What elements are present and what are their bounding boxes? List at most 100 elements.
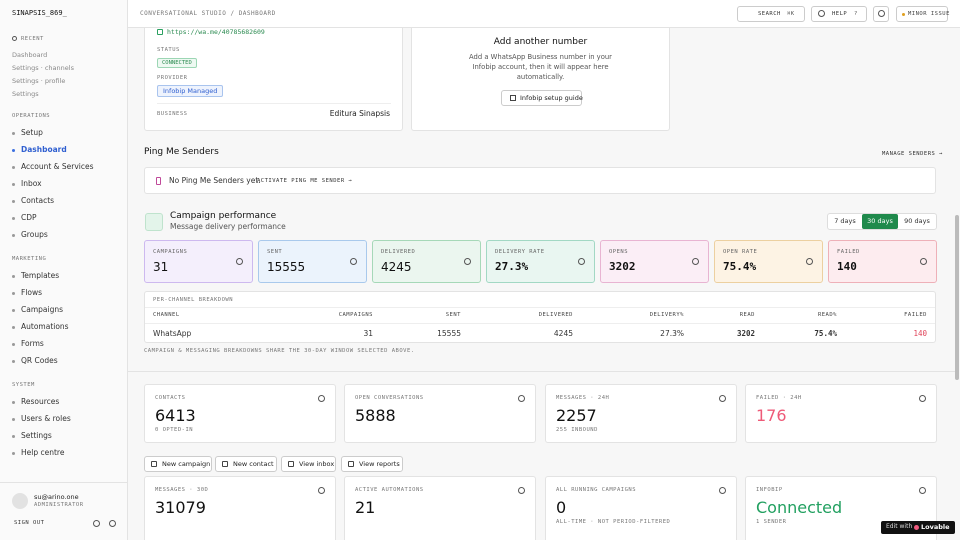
- nav-link[interactable]: Inbox: [21, 179, 42, 188]
- stat-icon: [318, 487, 325, 494]
- theme-toggle[interactable]: [873, 6, 889, 22]
- nav-link[interactable]: Setup: [21, 128, 43, 137]
- action-button[interactable]: New contact: [215, 456, 277, 472]
- nav-dot: [12, 183, 15, 186]
- nav-link[interactable]: Groups: [21, 230, 48, 239]
- nav-dot: [12, 401, 15, 404]
- stat-card: CONTACTS 6413 0 OPTED-IN: [144, 384, 336, 443]
- nav-dot: [12, 326, 15, 329]
- nav-link[interactable]: Campaigns: [21, 305, 64, 314]
- sign-out[interactable]: SIGN OUT: [14, 520, 45, 526]
- nav-dot: [12, 309, 15, 312]
- lovable-badge[interactable]: Edit with Lovable: [881, 521, 955, 534]
- nav-dot: [12, 275, 15, 278]
- nav-link[interactable]: Account & Services: [21, 162, 94, 171]
- nav-link[interactable]: Templates: [21, 271, 60, 280]
- status-badge: CONNECTED: [157, 58, 197, 68]
- section-label: SYSTEM: [12, 382, 35, 388]
- manage-link[interactable]: MANAGE SENDERS →: [882, 151, 943, 157]
- kpi-value: 3202: [609, 260, 636, 273]
- kpi-label: DELIVERY RATE: [495, 249, 545, 255]
- nav-link[interactable]: Contacts: [21, 196, 55, 205]
- stat-value: 6413: [155, 406, 196, 425]
- column-header: READ: [739, 312, 755, 318]
- kpi-icon: [350, 258, 357, 265]
- nav-dot: [12, 343, 15, 346]
- action-label: New contact: [233, 460, 274, 468]
- recent-link[interactable]: Dashboard: [12, 51, 48, 59]
- stat-label: INFOBIP: [756, 487, 783, 493]
- range-button[interactable]: 90 days: [904, 217, 930, 225]
- badge-text: Edit with: [886, 523, 913, 530]
- nav-dot: [12, 452, 15, 455]
- kpi-label: SENT: [267, 249, 283, 255]
- nav-link[interactable]: Users & roles: [21, 414, 71, 423]
- recent-link[interactable]: Settings: [12, 90, 39, 98]
- stat-card: ACTIVE AUTOMATIONS 21: [344, 476, 536, 540]
- stat-value: Connected: [756, 498, 843, 517]
- action-button[interactable]: View reports: [341, 456, 403, 472]
- nav-link[interactable]: Dashboard: [21, 145, 67, 154]
- table-cell: 75.4%: [814, 329, 837, 338]
- nav-link[interactable]: Automations: [21, 322, 69, 331]
- stat-value: 31079: [155, 498, 206, 517]
- stat-value: 21: [355, 498, 376, 517]
- kpi-label: DELIVERED: [381, 249, 416, 255]
- stat-card: OPEN CONVERSATIONS 5888: [344, 384, 536, 443]
- section-title: Ping Me Senders: [144, 147, 219, 157]
- nav-dot: [12, 360, 15, 363]
- provider-badge: Infobip Managed: [157, 85, 224, 97]
- search-button[interactable]: SEARCH ⌘K: [737, 6, 805, 22]
- kpi-value: 4245: [381, 260, 412, 274]
- recent-link[interactable]: Settings · channels: [12, 64, 74, 72]
- stat-value: 5888: [355, 406, 396, 425]
- add-number-card: Add another number Add a WhatsApp Busines…: [411, 14, 670, 131]
- link-icon: [157, 29, 163, 35]
- section-title: Campaign performance: [170, 211, 277, 221]
- recent-link[interactable]: Settings · profile: [12, 77, 66, 85]
- range-button[interactable]: 30 days: [862, 214, 898, 229]
- column-header: DELIVERED: [538, 312, 573, 318]
- stat-sub: 255 INBOUND: [556, 427, 598, 433]
- help-icon: [818, 10, 825, 17]
- table-title: PER-CHANNEL BREAKDOWN: [153, 297, 234, 303]
- field-label: STATUS: [157, 47, 180, 53]
- action-label: View inbox: [299, 460, 335, 468]
- kpi-card: SENT 15555: [258, 240, 367, 283]
- activate-link[interactable]: ACTIVATE PING ME SENDER →: [257, 178, 353, 184]
- stat-label: ACTIVE AUTOMATIONS: [355, 487, 424, 493]
- nav-link[interactable]: Resources: [21, 397, 60, 406]
- nav-link[interactable]: Help centre: [21, 448, 65, 457]
- kpi-icon: [920, 258, 927, 265]
- guide-button[interactable]: Infobip setup guide: [501, 90, 583, 106]
- range-button[interactable]: 7 days: [834, 217, 856, 225]
- nav-link[interactable]: Flows: [21, 288, 43, 297]
- stat-sub: 1 SENDER: [756, 519, 787, 525]
- nav-link[interactable]: Settings: [21, 431, 52, 440]
- empty-text: No Ping Me Senders yet.: [169, 176, 261, 185]
- nav-link[interactable]: Forms: [21, 339, 44, 348]
- stat-sub: 0 OPTED-IN: [155, 427, 194, 433]
- nav-dot: [12, 132, 15, 135]
- action-button[interactable]: View inbox: [281, 456, 336, 472]
- nav-link[interactable]: CDP: [21, 213, 37, 222]
- action-label: View reports: [359, 460, 400, 468]
- stat-value: 2257: [556, 406, 597, 425]
- action-button[interactable]: New campaign: [144, 456, 212, 472]
- kpi-value: 27.3%: [495, 260, 529, 273]
- status-pill[interactable]: MINOR ISSUE: [896, 6, 949, 22]
- topbar: CONVERSATIONAL STUDIO / DASHBOARD SEARCH ⌘…: [128, 0, 960, 28]
- nav-link[interactable]: QR Codes: [21, 356, 58, 365]
- avatar: [12, 493, 28, 509]
- stat-icon: [518, 487, 525, 494]
- action-icon: [222, 461, 228, 467]
- help-button[interactable]: HELP?: [811, 6, 867, 22]
- recent-icon: [12, 36, 17, 41]
- stat-icon: [719, 395, 726, 402]
- wa-link[interactable]: https://wa.me/40785682609: [167, 28, 265, 36]
- nav-dot: [12, 217, 15, 220]
- guide-icon: [510, 95, 516, 101]
